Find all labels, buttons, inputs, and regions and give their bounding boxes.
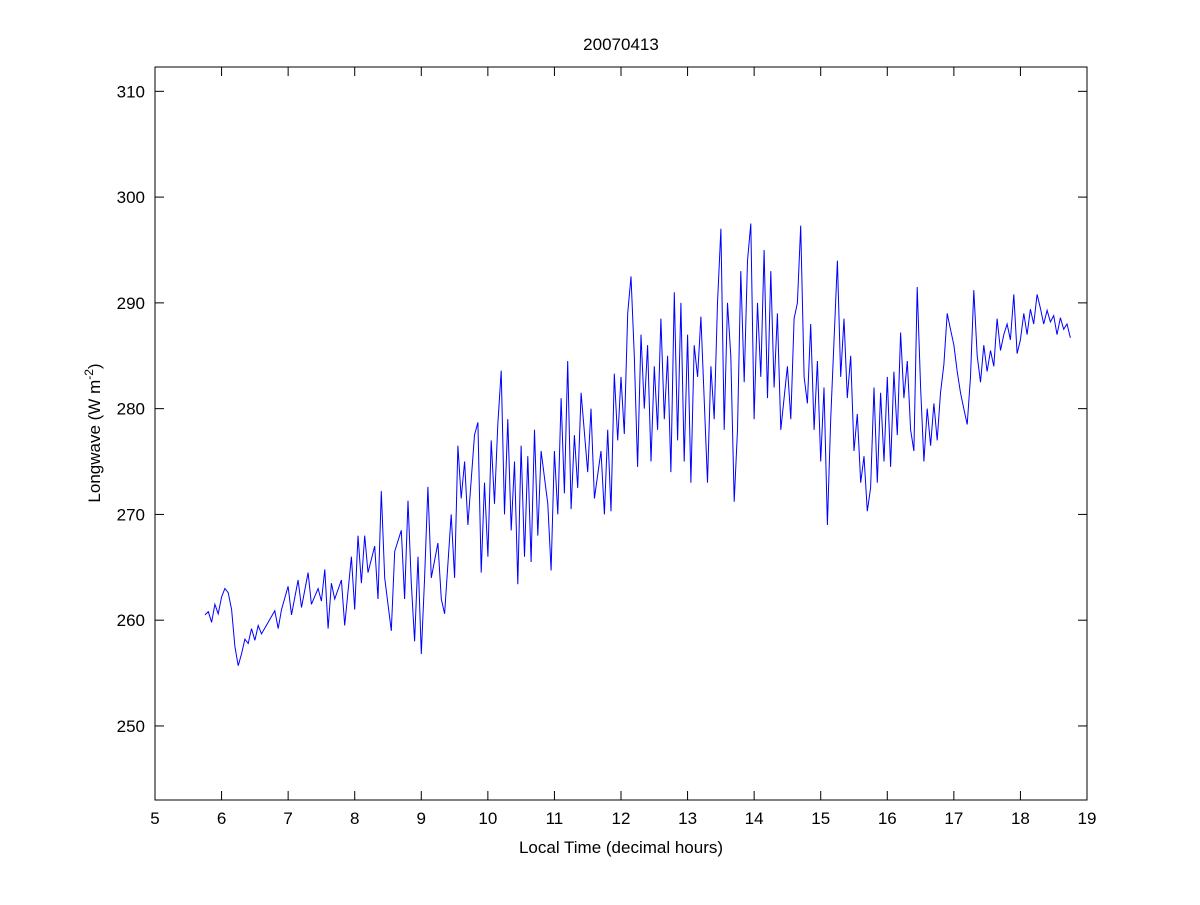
y-tick-label: 260: [117, 611, 145, 630]
x-tick-label: 17: [944, 809, 963, 828]
y-tick-label: 310: [117, 82, 145, 101]
y-tick-label: 270: [117, 505, 145, 524]
x-tick-label: 7: [283, 809, 292, 828]
x-tick-label: 9: [417, 809, 426, 828]
x-tick-label: 8: [350, 809, 359, 828]
x-tick-label: 18: [1011, 809, 1030, 828]
y-tick-labels: 250 260 270 280 290 300 310: [117, 82, 145, 736]
x-tick-label: 14: [745, 809, 764, 828]
x-tick-label: 16: [878, 809, 897, 828]
x-tick-label: 12: [612, 809, 631, 828]
x-tick-label: 15: [811, 809, 830, 828]
x-tick-labels: 5 6 7 8 9 10 11 12 13 14 15 16 17 18 19: [150, 809, 1096, 828]
axis-ticks: [154, 67, 1088, 800]
y-tick-label: 250: [117, 717, 145, 736]
y-tick-label: 290: [117, 294, 145, 313]
x-tick-label: 5: [150, 809, 159, 828]
x-tick-label: 11: [546, 809, 564, 828]
chart-title: 20070413: [583, 35, 659, 54]
series-line-longwave: [204, 223, 1071, 666]
x-tick-label: 19: [1078, 809, 1097, 828]
x-axis-label: Local Time (decimal hours): [519, 838, 723, 857]
y-axis-label-sup: -2: [82, 369, 96, 380]
y-tick-label: 300: [117, 188, 145, 207]
x-tick-label: 6: [217, 809, 226, 828]
x-tick-label: 10: [478, 809, 497, 828]
y-tick-label: 280: [117, 400, 145, 419]
y-axis-label-close: ): [85, 363, 104, 369]
plot-area: [154, 66, 1088, 801]
x-tick-label: 13: [678, 809, 697, 828]
y-axis-label: Longwave (W m-2): [82, 363, 104, 502]
y-axis-label-main: Longwave (W m: [85, 380, 104, 503]
